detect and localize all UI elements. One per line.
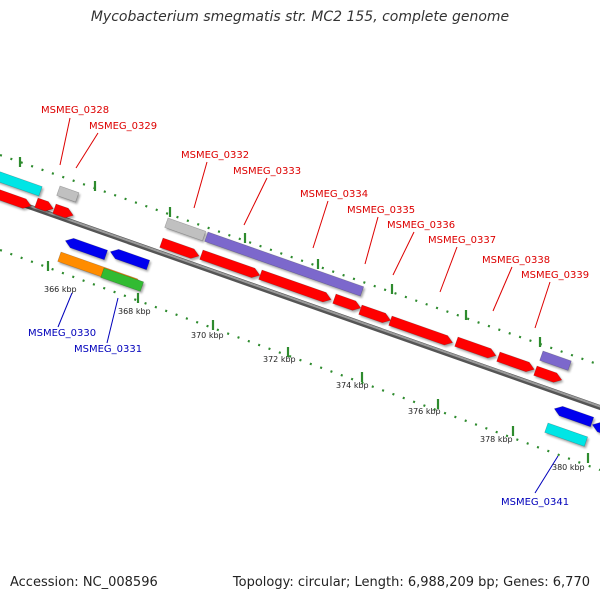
gene-label: MSMEG_0341	[501, 497, 569, 508]
leader-line	[59, 117, 71, 166]
leader-line	[193, 161, 208, 209]
feature-red-10	[454, 336, 497, 359]
accession-label: Accession: NC_008596	[10, 575, 158, 590]
feature-red-4	[159, 237, 200, 259]
gene-label: MSMEG_0334	[300, 189, 368, 200]
leader-line	[392, 231, 415, 276]
tick-label: 378 kbp	[480, 435, 513, 444]
gene-label: MSMEG_0338	[482, 255, 550, 266]
leader-line	[243, 177, 268, 226]
label-leaders	[57, 117, 559, 494]
gene-label: MSMEG_0339	[521, 270, 589, 281]
tick-label: 376 kbp	[408, 407, 441, 416]
feature-blue-3	[553, 406, 595, 428]
gene-labels: MSMEG_0328 MSMEG_0329 MSMEG_0332 MSMEG_0333…	[28, 105, 589, 508]
gene-label: MSMEG_0337	[428, 235, 496, 246]
gene-label: MSMEG_0331	[74, 344, 142, 355]
feature-red-9	[388, 315, 454, 346]
tick-label: 370 kbp	[191, 331, 224, 340]
gene-label: MSMEG_0332	[181, 150, 249, 161]
feature-cyan-upper-left	[0, 169, 43, 197]
feature-blue-2	[109, 249, 151, 271]
map-title: Mycobacterium smegmatis str. MC2 155, co…	[90, 9, 510, 25]
leader-line	[534, 455, 559, 494]
backbone	[0, 193, 600, 411]
tick-labels: 366 kbp 368 kbp 370 kbp 372 kbp 374 kbp 376 k…	[44, 285, 585, 472]
features	[0, 169, 600, 447]
leader-line	[439, 246, 458, 293]
backbone-highlight	[0, 194, 600, 408]
lower-dotted-ring	[0, 248, 600, 472]
gene-label: MSMEG_0328	[41, 105, 109, 116]
feature-red-7	[332, 293, 362, 311]
leader-line	[534, 281, 551, 329]
feature-blue-1	[64, 238, 108, 261]
leader-line	[312, 200, 329, 249]
feature-red-2	[34, 197, 54, 212]
tick-label: 374 kbp	[336, 381, 369, 390]
feature-red-11	[496, 351, 535, 373]
tick-marks	[18, 157, 590, 463]
gene-label: MSMEG_0330	[28, 328, 96, 339]
tick-label: 380 kbp	[552, 463, 585, 472]
feature-red-12	[533, 365, 563, 383]
genome-info-label: Topology: circular; Length: 6,988,209 bp…	[232, 575, 590, 590]
leader-line	[75, 132, 99, 169]
feature-red-3	[52, 203, 74, 219]
gene-label: MSMEG_0333	[233, 166, 301, 177]
leader-line	[106, 297, 119, 344]
tick-label: 366 kbp	[44, 285, 77, 294]
leader-line	[57, 292, 73, 328]
gene-label: MSMEG_0329	[89, 121, 157, 132]
feature-grey-large	[164, 217, 207, 242]
feature-purple-small	[539, 350, 572, 371]
feature-red-1	[0, 187, 32, 209]
tick-label: 368 kbp	[118, 307, 151, 316]
feature-red-8	[358, 304, 392, 324]
tick-label: 372 kbp	[263, 355, 296, 364]
gene-label: MSMEG_0335	[347, 205, 415, 216]
feature-red-5	[199, 249, 261, 278]
leader-line	[364, 216, 379, 265]
feature-grey-small	[56, 185, 80, 203]
feature-purple-long	[204, 231, 365, 297]
feature-green	[100, 267, 145, 292]
gene-label: MSMEG_0336	[387, 220, 455, 231]
feature-red-6	[258, 269, 332, 303]
feature-cyan-lower-right	[544, 422, 589, 447]
leader-line	[492, 266, 513, 312]
upper-dotted-ring	[0, 153, 600, 367]
